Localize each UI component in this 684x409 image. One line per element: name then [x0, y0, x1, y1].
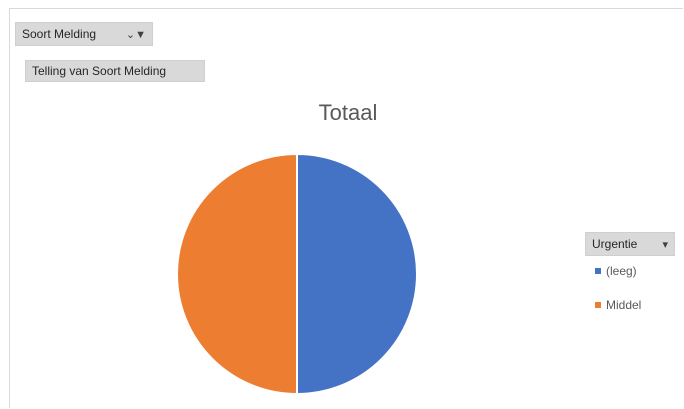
- legend-item-leeg[interactable]: (leeg): [595, 264, 637, 278]
- legend-swatch-leeg: [595, 268, 601, 274]
- legend-field-button[interactable]: Urgentie ▾: [585, 232, 675, 256]
- legend-field-label: Urgentie: [592, 237, 638, 251]
- legend-label-middel: Middel: [606, 298, 642, 312]
- filter-field-button[interactable]: Soort Melding ⌄▼: [15, 22, 153, 46]
- value-field-button[interactable]: Telling van Soort Melding: [25, 60, 205, 82]
- pie-slice-leeg[interactable]: [296, 152, 418, 396]
- filter-field-label: Soort Melding: [22, 27, 97, 41]
- chart-title: Totaal: [318, 100, 378, 125]
- pie-slice-middel[interactable]: [176, 152, 298, 396]
- legend-label-leeg: (leeg): [606, 264, 637, 278]
- legend-item-middel[interactable]: Middel: [595, 298, 641, 312]
- chart-area: [9, 8, 683, 408]
- legend-swatch-middel: [595, 302, 601, 308]
- value-field-label: Telling van Soort Melding: [32, 64, 167, 78]
- dropdown-arrow-icon: ▾: [662, 238, 668, 251]
- filter-icon: ⌄▼: [125, 28, 146, 41]
